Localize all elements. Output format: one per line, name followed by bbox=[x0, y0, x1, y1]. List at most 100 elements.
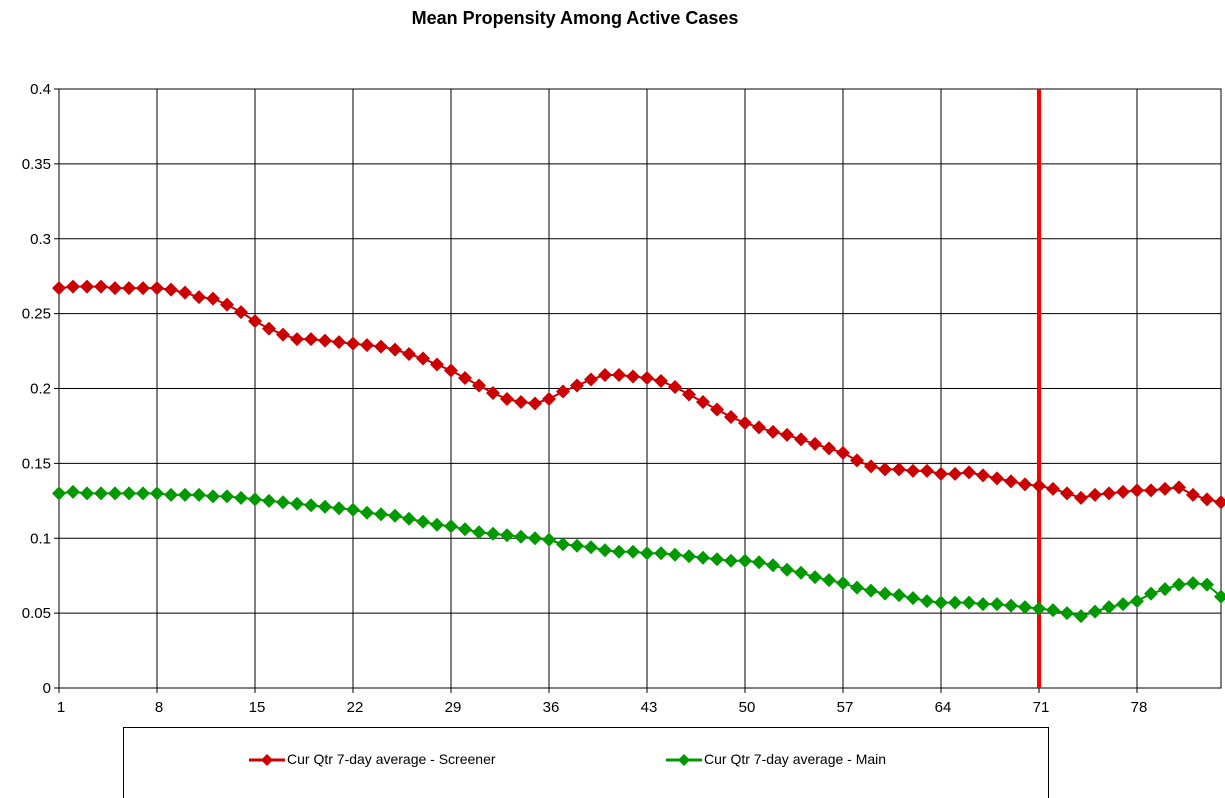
data-point-main bbox=[346, 502, 360, 517]
legend-marker-screener bbox=[249, 754, 285, 766]
data-point-screener bbox=[1200, 492, 1214, 507]
data-point-screener bbox=[976, 468, 990, 483]
data-point-screener bbox=[192, 290, 206, 305]
data-point-main bbox=[1018, 600, 1032, 615]
x-tick-label: 50 bbox=[739, 699, 756, 716]
data-point-screener bbox=[948, 466, 962, 481]
data-point-screener bbox=[472, 378, 486, 393]
y-tick-label: 0.3 bbox=[30, 231, 51, 248]
x-tick-label: 64 bbox=[935, 699, 952, 716]
data-point-screener bbox=[402, 347, 416, 362]
grid-layer bbox=[58, 88, 1222, 689]
data-point-main bbox=[1200, 577, 1214, 592]
data-point-screener bbox=[290, 332, 304, 347]
data-point-screener bbox=[234, 305, 248, 320]
data-point-screener bbox=[262, 321, 276, 336]
data-point-screener bbox=[1032, 478, 1046, 493]
data-point-main bbox=[192, 487, 206, 502]
data-point-main bbox=[542, 532, 556, 547]
data-point-screener bbox=[766, 424, 780, 439]
y-tick-label: 0.35 bbox=[22, 156, 51, 173]
data-point-screener bbox=[696, 394, 710, 409]
data-point-screener bbox=[850, 453, 864, 468]
data-point-main bbox=[752, 555, 766, 570]
data-point-main bbox=[822, 573, 836, 588]
y-tick-label: 0.4 bbox=[30, 81, 51, 98]
data-point-screener bbox=[528, 396, 542, 411]
data-point-main bbox=[780, 562, 794, 577]
data-point-main bbox=[374, 507, 388, 522]
data-point-screener bbox=[486, 385, 500, 400]
data-point-screener bbox=[878, 462, 892, 477]
data-point-main bbox=[696, 550, 710, 565]
data-point-main bbox=[738, 553, 752, 568]
data-point-main bbox=[1032, 601, 1046, 616]
data-point-screener bbox=[682, 387, 696, 402]
data-point-main bbox=[1102, 600, 1116, 615]
data-point-main bbox=[206, 489, 220, 504]
data-point-main bbox=[402, 511, 416, 526]
data-point-screener bbox=[80, 279, 94, 294]
data-point-main bbox=[710, 552, 724, 567]
data-point-main bbox=[766, 558, 780, 573]
data-point-screener bbox=[962, 465, 976, 480]
data-point-main bbox=[808, 570, 822, 585]
data-point-main bbox=[584, 540, 598, 555]
data-point-main bbox=[612, 544, 626, 559]
x-tick-label: 1 bbox=[57, 699, 65, 716]
data-point-screener bbox=[654, 374, 668, 389]
data-point-screener bbox=[318, 333, 332, 348]
data-point-main bbox=[1130, 594, 1144, 609]
data-point-main bbox=[1088, 604, 1102, 619]
data-point-screener bbox=[1074, 490, 1088, 505]
legend-marker-main bbox=[666, 754, 702, 766]
data-point-main bbox=[248, 492, 262, 507]
x-tick-label: 78 bbox=[1131, 699, 1148, 716]
data-point-main bbox=[486, 526, 500, 541]
data-point-screener bbox=[1116, 484, 1130, 499]
data-point-main bbox=[878, 586, 892, 601]
data-point-main bbox=[458, 522, 472, 537]
data-point-main bbox=[668, 547, 682, 562]
data-point-main bbox=[178, 487, 192, 502]
data-point-screener bbox=[724, 409, 738, 424]
x-tick-label: 22 bbox=[347, 699, 364, 716]
data-point-screener bbox=[640, 371, 654, 386]
data-point-screener bbox=[122, 281, 136, 296]
data-point-screener bbox=[1046, 481, 1060, 496]
data-point-main bbox=[850, 580, 864, 595]
data-point-screener bbox=[1186, 487, 1200, 502]
data-point-screener bbox=[1004, 474, 1018, 489]
data-point-main bbox=[1214, 589, 1225, 604]
data-point-screener bbox=[52, 281, 66, 296]
data-point-screener bbox=[1214, 495, 1225, 510]
data-point-main bbox=[66, 484, 80, 499]
x-tick-label: 8 bbox=[155, 699, 163, 716]
data-point-main bbox=[836, 576, 850, 591]
data-point-main bbox=[1116, 597, 1130, 612]
chart-title: Mean Propensity Among Active Cases bbox=[411, 8, 739, 28]
data-point-screener bbox=[248, 314, 262, 329]
data-point-main bbox=[1158, 582, 1172, 597]
data-point-main bbox=[724, 553, 738, 568]
data-point-main bbox=[640, 546, 654, 561]
data-point-main bbox=[528, 531, 542, 546]
series-line-main bbox=[58, 490, 1222, 618]
data-point-screener bbox=[430, 357, 444, 372]
data-point-main bbox=[136, 486, 150, 501]
data-point-main bbox=[682, 549, 696, 564]
series-line-screener bbox=[58, 285, 1222, 504]
data-point-main bbox=[1060, 606, 1074, 621]
data-point-screener bbox=[598, 368, 612, 383]
data-point-main bbox=[892, 588, 906, 603]
data-point-screener bbox=[1102, 486, 1116, 501]
data-point-screener bbox=[150, 281, 164, 296]
data-point-main bbox=[556, 537, 570, 552]
data-point-screener bbox=[822, 441, 836, 456]
data-point-screener bbox=[612, 368, 626, 383]
data-point-screener bbox=[1158, 481, 1172, 496]
data-point-main bbox=[920, 594, 934, 609]
data-point-main bbox=[934, 595, 948, 610]
data-point-main bbox=[472, 525, 486, 540]
